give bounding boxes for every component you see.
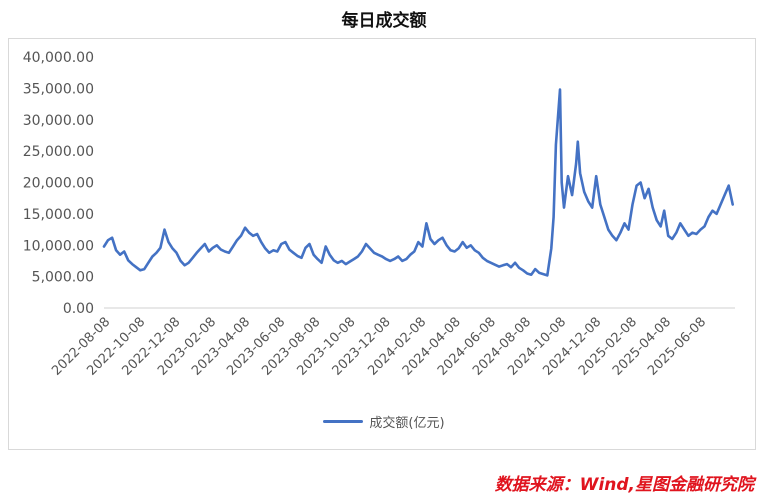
y-tick-label: 25,000.00 xyxy=(23,144,94,160)
y-tick-label: 20,000.00 xyxy=(23,176,94,192)
y-tick-label: 15,000.00 xyxy=(23,207,94,223)
line-chart: 0.00 5,000.00 10,000.00 15,000.00 20,000.00 2… xyxy=(23,50,735,379)
y-tick-label: 40,000.00 xyxy=(23,50,94,66)
legend: 成交额(亿元) xyxy=(0,412,768,431)
source-note: 数据来源：Wind,星图金融研究院 xyxy=(494,475,754,495)
legend-label: 成交额(亿元) xyxy=(369,416,445,431)
y-tick-label: 35,000.00 xyxy=(23,81,94,97)
y-tick-label: 30,000.00 xyxy=(23,113,94,129)
y-tick-label: 5,000.00 xyxy=(32,270,94,286)
y-tick-label: 10,000.00 xyxy=(23,238,94,254)
series-line xyxy=(102,88,734,277)
y-tick-label: 0.00 xyxy=(63,301,94,317)
chart-frame: 0.00 5,000.00 10,000.00 15,000.00 20,000.00 2… xyxy=(8,38,756,450)
legend-swatch xyxy=(323,420,364,423)
chart-title: 每日成交额 xyxy=(341,11,427,31)
